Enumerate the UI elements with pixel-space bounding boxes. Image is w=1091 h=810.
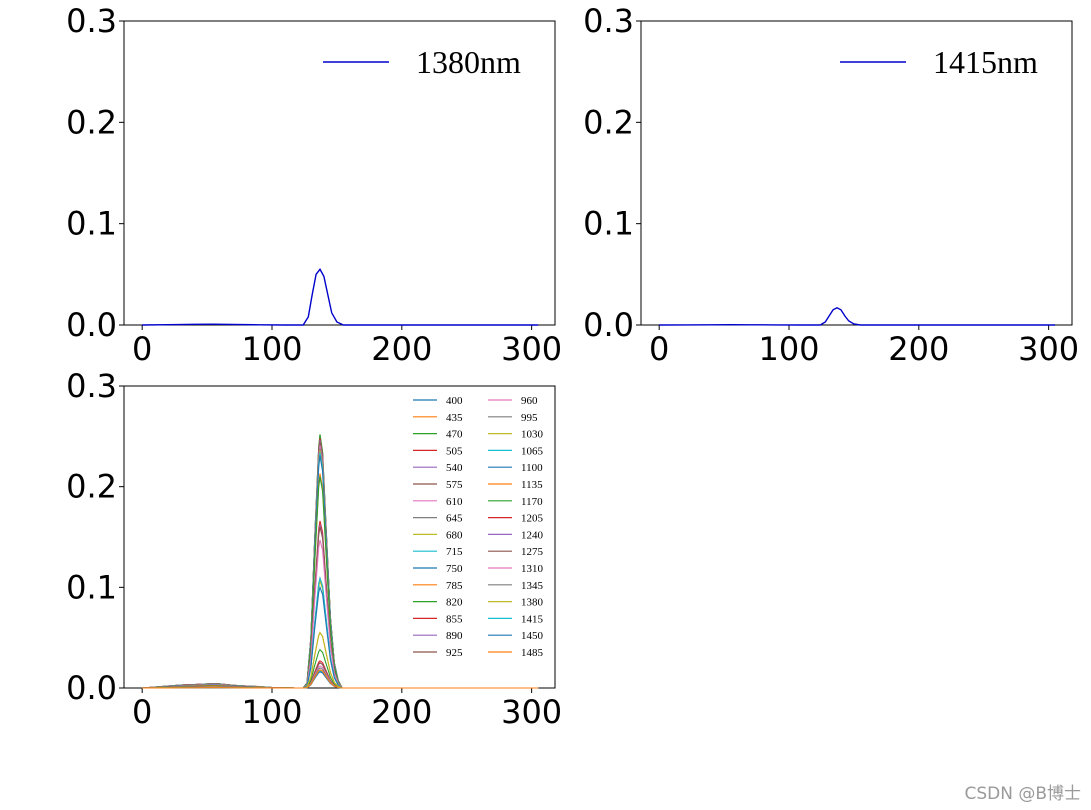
legend-label-1030: 1030 — [521, 429, 544, 441]
x-tick-label: 100 — [241, 330, 302, 368]
legend-label-1345: 1345 — [521, 580, 544, 592]
y-tick-label: 0.3 — [66, 2, 117, 40]
y-tick-label: 0.0 — [66, 669, 117, 707]
y-tick-label: 0.3 — [583, 2, 634, 40]
series-line-995 — [142, 576, 539, 689]
y-tick-label: 0.2 — [583, 103, 634, 141]
series-line-1030 — [142, 579, 539, 689]
legend-label-470: 470 — [446, 429, 463, 441]
y-tick-label: 0.3 — [66, 367, 117, 405]
series-line-505 — [142, 438, 539, 689]
legend-label-400: 400 — [446, 395, 463, 407]
y-tick-label: 0.0 — [66, 306, 117, 344]
legend-label-435: 435 — [446, 412, 463, 424]
chart-panel-2: 0 100 200 300 0.0 0.1 0.2 0.3 1415nm — [583, 2, 1079, 368]
series-line-575 — [142, 442, 539, 689]
legend-label-750: 750 — [446, 563, 463, 575]
y-tick-label: 0.1 — [583, 205, 634, 243]
series-line-1065 — [142, 576, 539, 689]
y-tick-label: 0.1 — [66, 205, 117, 243]
x-tick-label: 300 — [501, 330, 562, 368]
legend-label-995: 995 — [521, 412, 538, 424]
series-line-855 — [142, 520, 539, 689]
y-tick-label: 0.2 — [66, 468, 117, 506]
legend-label-925: 925 — [446, 647, 463, 659]
x-tick-label: 200 — [371, 330, 432, 368]
series-line-1170 — [142, 648, 539, 689]
legend-label-1100: 1100 — [521, 462, 543, 474]
legend-label-890: 890 — [446, 630, 463, 642]
legend-label-785: 785 — [446, 580, 463, 592]
legend-label-1170: 1170 — [521, 496, 543, 508]
legend-label-680: 680 — [446, 529, 463, 541]
plot-frame — [123, 385, 556, 689]
legend-label-540: 540 — [446, 462, 463, 474]
legend-label-820: 820 — [446, 597, 463, 609]
chart-panel-1: 0 100 200 300 0.0 0.1 0.2 0.3 1380nm — [66, 2, 562, 368]
series-line-1415nm — [659, 307, 1056, 326]
series-line-540 — [142, 440, 539, 689]
series-line-680 — [142, 450, 539, 689]
series-line-1380 — [142, 631, 539, 689]
x-tick-label: 300 — [501, 693, 562, 731]
series-line-400 — [142, 435, 539, 689]
series-line-890 — [142, 524, 539, 689]
legend-label-1310: 1310 — [521, 563, 544, 575]
legend-label: 1380nm — [416, 44, 521, 80]
legend-label-1380: 1380 — [521, 597, 544, 609]
legend-label-1485: 1485 — [521, 647, 544, 659]
series-line-820 — [142, 476, 539, 689]
legend-label-1275: 1275 — [521, 546, 544, 558]
x-tick-label: 0 — [649, 330, 669, 368]
series-line-960 — [142, 539, 539, 689]
x-tick-label: 200 — [371, 693, 432, 731]
y-tick-label: 0.2 — [66, 103, 117, 141]
series-line-925 — [142, 526, 539, 689]
series-line-785 — [142, 473, 539, 689]
x-tick-label: 0 — [132, 330, 152, 368]
legend-label-1065: 1065 — [521, 445, 544, 457]
series-line-435 — [142, 437, 539, 689]
legend-label-855: 855 — [446, 613, 463, 625]
series-line-1135 — [142, 631, 539, 689]
legend-label-645: 645 — [446, 513, 463, 525]
legend-label-715: 715 — [446, 546, 463, 558]
series-line-470 — [142, 434, 539, 689]
legend-label-1415: 1415 — [521, 613, 544, 625]
watermark: CSDN @B博士 — [964, 784, 1081, 804]
series-line-715 — [142, 452, 539, 689]
legend-label-505: 505 — [446, 445, 463, 457]
y-tick-label: 0.1 — [66, 568, 117, 606]
series-line-1380nm — [142, 268, 539, 326]
series-line-750 — [142, 455, 539, 689]
x-tick-label: 100 — [758, 330, 819, 368]
x-tick-label: 0 — [132, 693, 152, 731]
legend-label-960: 960 — [521, 395, 538, 407]
legend-label-1450: 1450 — [521, 630, 544, 642]
series-line-645 — [142, 448, 539, 689]
series-line-610 — [142, 445, 539, 689]
plot-frame — [123, 20, 556, 326]
legend-label-575: 575 — [446, 479, 463, 491]
series-line-1485 — [142, 669, 539, 689]
legend-label-1135: 1135 — [521, 479, 543, 491]
x-tick-label: 100 — [241, 693, 302, 731]
y-tick-label: 0.0 — [583, 306, 634, 344]
chart-panel-3: 0 100 200 300 0.0 0.1 0.2 0.3 400 435 470 505 540 575… — [66, 367, 562, 731]
x-tick-label: 300 — [1018, 330, 1079, 368]
legend-label-1240: 1240 — [521, 529, 544, 541]
legend-label-1205: 1205 — [521, 513, 544, 525]
series-line-1100 — [142, 585, 539, 689]
x-tick-label: 200 — [888, 330, 949, 368]
legend-label: 1415nm — [933, 44, 1038, 80]
legend-label-610: 610 — [446, 496, 463, 508]
